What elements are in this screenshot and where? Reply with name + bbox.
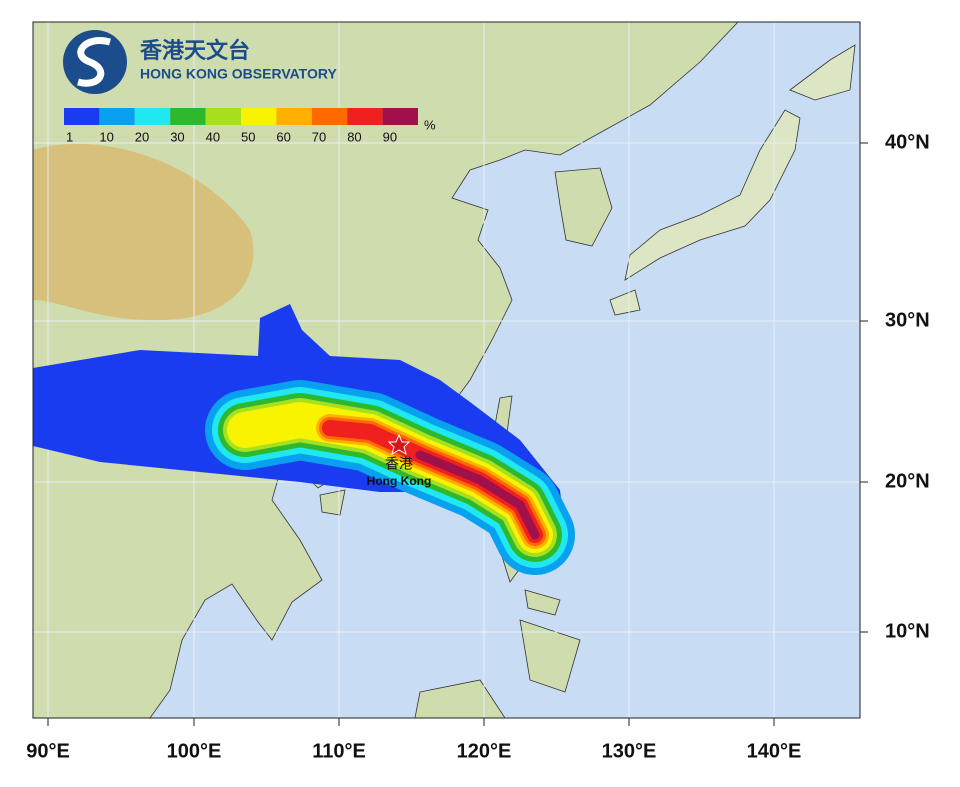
legend: 1 10 20 30 40 50 60 70 80 90% [64, 108, 436, 144]
legend-label: 60 [276, 129, 290, 144]
legend-label: 90 [383, 129, 397, 144]
legend-swatch [276, 108, 312, 125]
y-tick-label: 40°N [885, 131, 930, 153]
star [387, 433, 411, 456]
plateau [33, 143, 254, 321]
legend-swatch [64, 108, 100, 125]
place-name-en: Hong Kong [367, 474, 432, 488]
japan [609, 44, 856, 316]
legend-swatch [134, 108, 171, 125]
legend-swatch [241, 108, 277, 125]
probability-band [415, 450, 540, 540]
logo-name-en: HONG KONG OBSERVATORY [140, 66, 337, 82]
legend-label: 70 [312, 129, 326, 144]
x-tick-label: 140°E [747, 740, 802, 762]
legend-swatch [170, 108, 206, 125]
legend-label: 80 [347, 129, 361, 144]
frame [32, 21, 861, 719]
probability-swath [205, 380, 575, 575]
y-tick-label: 30°N [885, 309, 930, 331]
x-tick-label: 130°E [602, 740, 657, 762]
legend-swatch [205, 108, 241, 125]
logo-mark [77, 37, 111, 87]
axes: 90°E 100°E 110°E 120°E 130°E 140°E 40°N 30°N 20°… [26, 131, 929, 762]
map-area [33, 22, 860, 718]
logo: 香港天文台 HONG KONG OBSERVATORY [63, 30, 337, 94]
legend-swatch [382, 108, 418, 125]
place-name-zh: 香港 [385, 456, 413, 472]
legend-label: 30 [170, 129, 184, 144]
legend-label: 10 [99, 129, 113, 144]
y-tick-label: 20°N [885, 470, 930, 492]
legend-swatch [99, 108, 135, 125]
legend-unit: % [424, 117, 436, 132]
x-tick-label: 100°E [167, 740, 222, 762]
legend-swatch [347, 108, 383, 125]
legend-label: 20 [135, 129, 149, 144]
x-tick-label: 120°E [457, 740, 512, 762]
x-tick-label: 90°E [26, 740, 70, 762]
legend-label: 40 [206, 129, 220, 144]
x-tick-label: 110°E [312, 740, 366, 762]
hong-kong-marker: 香港 Hong Kong [367, 433, 432, 488]
graticule [33, 22, 860, 718]
korea [554, 167, 613, 247]
legend-label: 1 [66, 129, 73, 144]
borneo [414, 679, 506, 718]
legend-label: 50 [241, 129, 255, 144]
y-tick-label: 10°N [885, 620, 930, 642]
logo-name-zh: 香港天文台 [140, 38, 250, 63]
legend-swatch [311, 108, 348, 125]
